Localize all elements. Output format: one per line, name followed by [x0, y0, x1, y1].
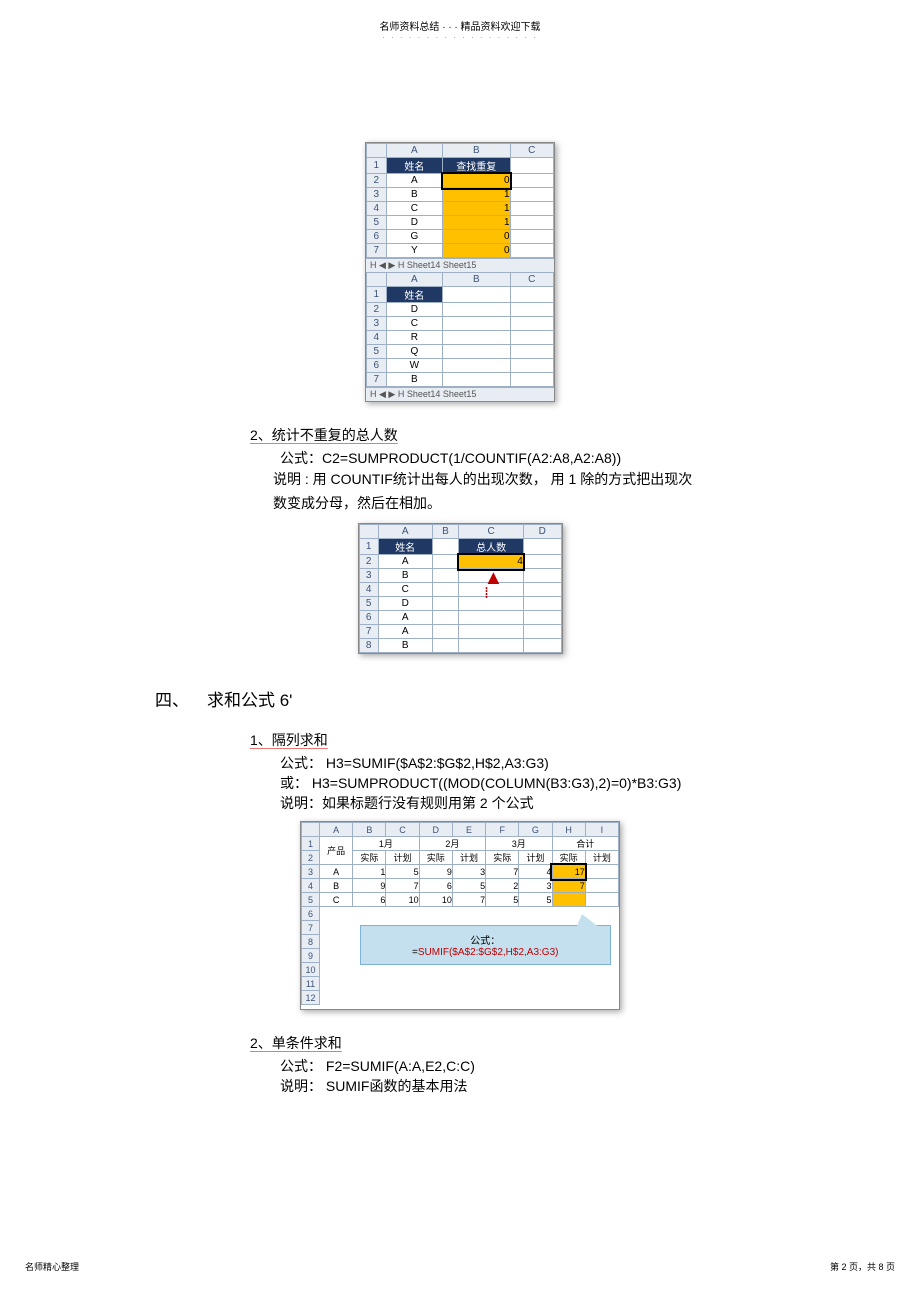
section-4-num: 四、	[155, 686, 189, 711]
footer-right: 第 2 页，共 8 页	[830, 1260, 895, 1273]
sec2-formula: 公式：C2=SUMPRODUCT(1/COUNTIF(A2:A8,A2:A8))	[280, 448, 765, 468]
formula-callout: 公式： =SUMIF($A$2:$G$2,H$2,A3:G3)	[360, 925, 611, 965]
excel-figure-1: A B C 1姓名查找重复 2A0 3B1 4C1 5D1 6G0 7Y0 H …	[365, 142, 555, 402]
excel-table-1: A B C 1姓名查找重复 2A0 3B1 4C1 5D1 6G0 7Y0	[366, 143, 554, 258]
excel-figure-3: A B C D 1姓名总人数 2A4 3B 4C 5D 6A 7A 8B ▲┋	[358, 523, 563, 654]
sec42-l2: 说明： SUMIF函数的基本用法	[280, 1076, 765, 1096]
excel-table-4: A B C D E F G H I 1产品1月2月3月合计 2实际计划实际计划实…	[301, 822, 619, 1005]
excel-table-2: A B C 1姓名 2D 3C 4R 5Q 6W 7B	[366, 272, 554, 387]
sec2-desc1: 说明 : 用 COUNTIF统计出每人的出现次数， 用 1 除的方式把出现次	[273, 468, 765, 492]
header-text: 名师资料总结 · · · 精品资料欢迎下载	[0, 18, 920, 33]
sec41-l3: 说明：如果标题行没有规则用第 2 个公式	[280, 793, 765, 813]
page-header: 名师资料总结 · · · 精品资料欢迎下载 · · · · · · · · · …	[0, 0, 920, 42]
sec41-l1: 公式： H3=SUMIF($A$2:$G$2,H$2,A3:G3)	[280, 753, 765, 773]
sec42-title: 2、单条件求和	[250, 1032, 765, 1056]
excel-table-3: A B C D 1姓名总人数 2A4 3B 4C 5D 6A 7A 8B	[359, 524, 562, 653]
sec2-desc2: 数变成分母，然后在相加。	[273, 492, 765, 516]
sec41-l2: 或： H3=SUMPRODUCT((MOD(COLUMN(B3:G3),2)=0…	[280, 773, 765, 793]
sec2-title: 2、统计不重复的总人数	[250, 424, 765, 448]
footer-left: 名师精心整理	[25, 1260, 79, 1273]
red-arrow-icon: ▲┋	[484, 572, 504, 597]
section-4-header: 四、 求和公式 6'	[155, 686, 765, 711]
content: A B C 1姓名查找重复 2A0 3B1 4C1 5D1 6G0 7Y0 H …	[0, 42, 920, 1096]
sec42-l1: 公式： F2=SUMIF(A:A,E2,C:C)	[280, 1056, 765, 1076]
sheet-tabs-2: H ◀ ▶ H Sheet14 Sheet15	[366, 387, 554, 401]
sec41-title: 1、隔列求和	[250, 729, 765, 753]
excel-figure-4: A B C D E F G H I 1产品1月2月3月合计 2实际计划实际计划实…	[300, 821, 620, 1010]
sheet-tabs-1: H ◀ ▶ H Sheet14 Sheet15	[366, 258, 554, 272]
header-dots: · · · · · · · · · · · · · · · · · ·	[0, 33, 920, 42]
section-4-title: 求和公式 6'	[207, 686, 292, 711]
